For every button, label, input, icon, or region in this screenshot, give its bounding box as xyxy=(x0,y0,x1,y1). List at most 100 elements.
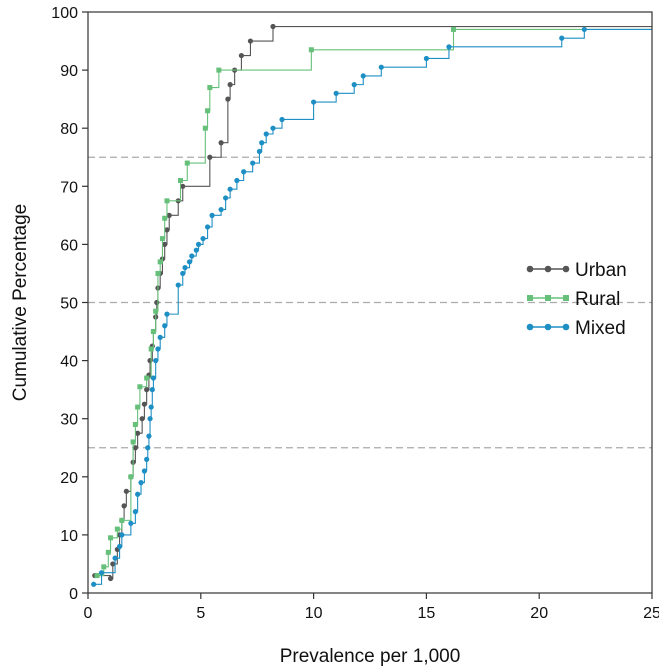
data-point xyxy=(150,329,156,335)
data-point xyxy=(164,227,170,233)
data-point xyxy=(189,253,195,259)
data-point xyxy=(132,445,138,451)
data-point xyxy=(132,509,138,515)
legend-marker xyxy=(544,323,552,331)
y-tick-label: 90 xyxy=(60,63,78,80)
data-point xyxy=(116,543,123,550)
x-tick-label: 20 xyxy=(530,605,548,622)
series-layer xyxy=(91,23,652,587)
series-rural xyxy=(94,26,652,579)
legend-marker xyxy=(562,323,570,331)
data-point xyxy=(119,517,125,523)
y-tick-label: 50 xyxy=(60,296,78,313)
data-point xyxy=(145,445,151,451)
data-point xyxy=(144,456,150,462)
series-line-mixed xyxy=(93,28,652,585)
data-point xyxy=(154,299,160,306)
data-point xyxy=(162,241,168,247)
data-point xyxy=(138,480,144,486)
data-point xyxy=(147,416,153,422)
data-point xyxy=(263,131,269,137)
data-point xyxy=(128,520,134,526)
x-tick-label: 0 xyxy=(84,605,93,622)
legend-label: Rural xyxy=(575,289,620,310)
legend-marker xyxy=(527,295,533,301)
y-tick-label: 20 xyxy=(60,470,78,487)
data-point xyxy=(205,108,211,114)
legend-item-mixed: Mixed xyxy=(526,318,626,339)
data-point xyxy=(149,387,155,393)
data-point xyxy=(256,148,263,155)
data-point xyxy=(94,573,100,579)
data-point xyxy=(128,474,134,480)
x-axis-title: Prevalence per 1,000 xyxy=(280,646,461,667)
x-tick-label: 10 xyxy=(305,605,323,622)
data-point xyxy=(238,52,245,59)
legend-item-rural: Rural xyxy=(527,289,620,310)
data-point xyxy=(250,160,256,166)
data-point xyxy=(144,375,150,381)
data-point xyxy=(141,401,147,407)
legend-marker xyxy=(562,265,570,273)
y-tick-label: 0 xyxy=(69,586,78,603)
data-point xyxy=(164,198,170,204)
data-point xyxy=(227,82,233,88)
data-point xyxy=(177,177,183,183)
data-point xyxy=(155,346,161,352)
data-point xyxy=(234,177,240,184)
data-point xyxy=(107,575,114,582)
legend-label: Mixed xyxy=(575,318,626,339)
series-line-rural xyxy=(97,28,652,577)
data-point xyxy=(112,555,118,561)
data-point xyxy=(144,387,150,393)
data-point xyxy=(225,96,231,102)
data-point xyxy=(259,140,265,146)
legend-marker xyxy=(563,295,569,301)
data-point xyxy=(135,430,141,436)
data-point xyxy=(135,491,141,497)
legend-marker xyxy=(526,323,534,331)
data-point xyxy=(148,346,154,352)
data-point xyxy=(193,247,199,253)
data-point xyxy=(114,526,120,532)
y-tick-label: 10 xyxy=(60,528,78,545)
y-tick-label: 80 xyxy=(60,121,78,138)
data-point xyxy=(108,535,114,541)
data-point xyxy=(378,64,384,70)
data-point xyxy=(247,38,254,44)
data-point xyxy=(351,82,357,88)
data-point xyxy=(241,169,247,175)
legend-marker xyxy=(544,265,552,273)
y-tick-label: 30 xyxy=(60,412,78,429)
data-point xyxy=(155,270,161,276)
data-point xyxy=(132,422,138,428)
data-point xyxy=(153,358,159,364)
legend-item-urban: Urban xyxy=(526,260,627,281)
data-point xyxy=(162,323,168,329)
data-point xyxy=(180,183,186,189)
legend-marker xyxy=(526,265,534,273)
data-point xyxy=(121,503,127,509)
data-point xyxy=(182,265,188,271)
data-point xyxy=(200,235,206,242)
x-tick-label: 15 xyxy=(418,605,436,622)
data-point xyxy=(180,270,186,277)
data-point xyxy=(101,564,107,570)
data-point xyxy=(164,311,170,317)
data-point xyxy=(130,439,136,445)
data-point xyxy=(270,23,276,30)
x-tick-label: 5 xyxy=(196,605,205,622)
data-point xyxy=(148,404,154,410)
data-point xyxy=(308,47,314,53)
data-point xyxy=(166,212,172,218)
data-point xyxy=(137,384,143,390)
data-point xyxy=(223,195,229,201)
data-point xyxy=(279,116,285,123)
data-point xyxy=(153,308,159,314)
data-point xyxy=(446,44,452,50)
legend-marker xyxy=(545,295,551,301)
data-point xyxy=(157,334,163,340)
data-point xyxy=(98,570,105,576)
series-mixed xyxy=(91,26,652,587)
